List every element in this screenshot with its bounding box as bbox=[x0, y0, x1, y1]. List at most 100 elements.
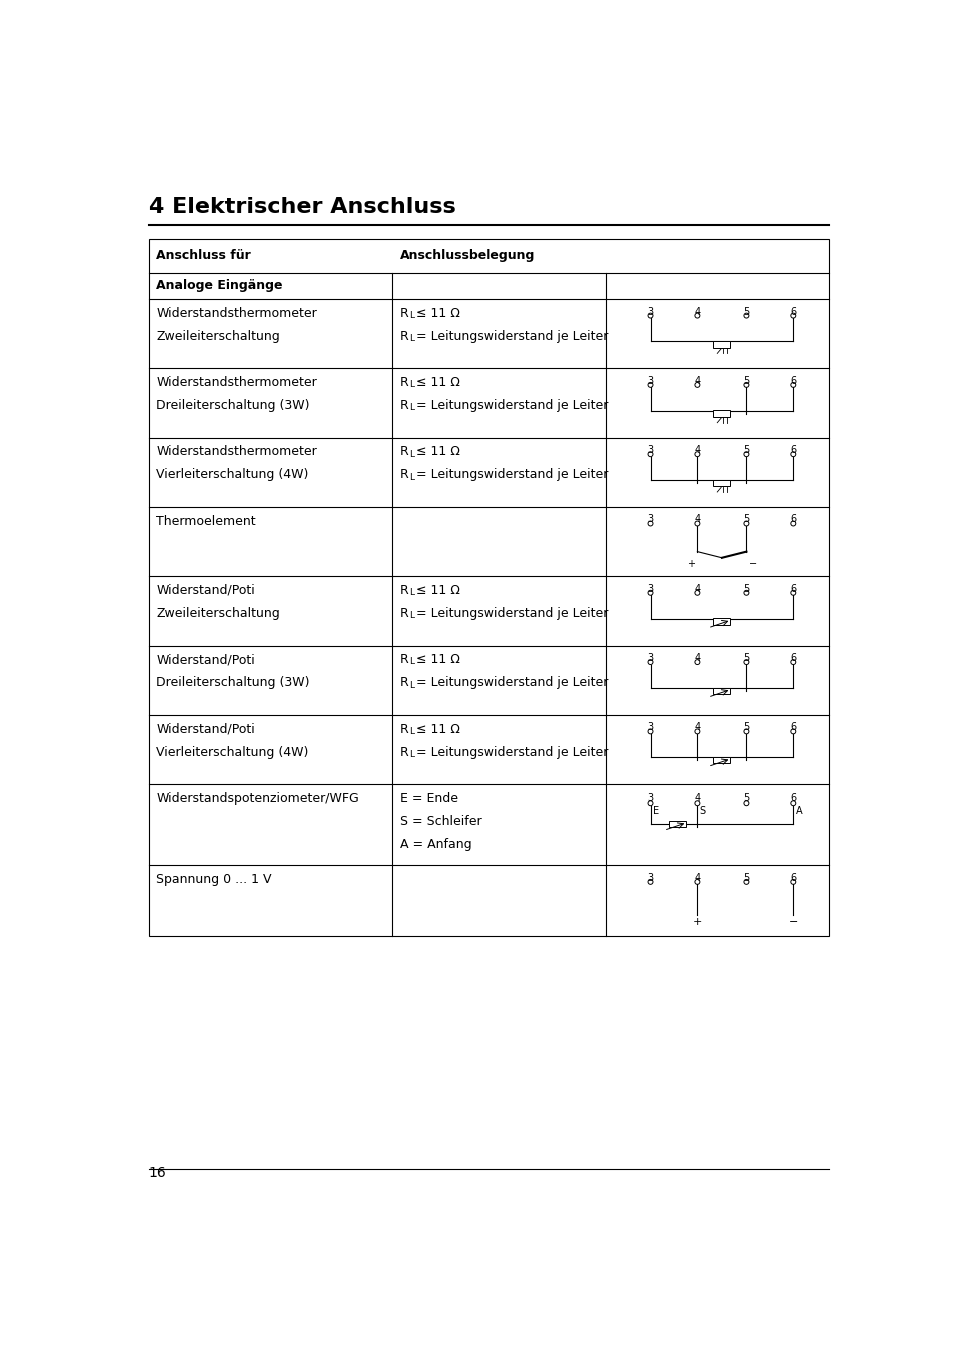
Text: L: L bbox=[408, 333, 414, 343]
Text: R: R bbox=[399, 585, 408, 597]
Text: L: L bbox=[408, 612, 414, 620]
Text: Widerstand/Poti: Widerstand/Poti bbox=[156, 653, 255, 667]
Text: 6: 6 bbox=[789, 722, 796, 732]
Text: R: R bbox=[399, 446, 408, 459]
Text: = Leitungswiderstand je Leiter: = Leitungswiderstand je Leiter bbox=[416, 329, 608, 343]
Bar bbox=[713, 342, 730, 348]
Text: R: R bbox=[399, 329, 408, 343]
Text: 5: 5 bbox=[742, 306, 749, 316]
Text: 6: 6 bbox=[789, 306, 796, 316]
Text: ≤ 11 Ω: ≤ 11 Ω bbox=[416, 377, 460, 389]
Text: 4: 4 bbox=[694, 722, 700, 732]
Text: A: A bbox=[795, 806, 801, 817]
Text: Vierleiterschaltung (4W): Vierleiterschaltung (4W) bbox=[156, 468, 309, 482]
Text: 3: 3 bbox=[647, 872, 653, 883]
Text: R: R bbox=[399, 306, 408, 320]
Text: R: R bbox=[399, 468, 408, 482]
Text: 6: 6 bbox=[789, 653, 796, 663]
Bar bbox=[713, 410, 730, 417]
Text: Thermoelement: Thermoelement bbox=[156, 514, 255, 528]
Text: = Leitungswiderstand je Leiter: = Leitungswiderstand je Leiter bbox=[416, 608, 608, 620]
Text: 6: 6 bbox=[789, 514, 796, 524]
Text: = Leitungswiderstand je Leiter: = Leitungswiderstand je Leiter bbox=[416, 676, 608, 690]
Text: = Leitungswiderstand je Leiter: = Leitungswiderstand je Leiter bbox=[416, 745, 608, 759]
Text: Dreileiterschaltung (3W): Dreileiterschaltung (3W) bbox=[156, 400, 310, 412]
Text: 4 Elektrischer Anschluss: 4 Elektrischer Anschluss bbox=[149, 197, 455, 216]
Text: L: L bbox=[408, 726, 414, 736]
Text: 6: 6 bbox=[789, 872, 796, 883]
Text: A = Anfang: A = Anfang bbox=[399, 838, 471, 850]
Text: L: L bbox=[408, 310, 414, 320]
Text: R: R bbox=[399, 653, 408, 667]
Text: 6: 6 bbox=[789, 583, 796, 594]
Text: −: − bbox=[788, 917, 797, 926]
Text: ≤ 11 Ω: ≤ 11 Ω bbox=[416, 446, 460, 459]
Text: 4: 4 bbox=[694, 583, 700, 594]
Text: 6: 6 bbox=[789, 792, 796, 802]
Text: = Leitungswiderstand je Leiter: = Leitungswiderstand je Leiter bbox=[416, 468, 608, 482]
Bar bbox=[713, 757, 730, 764]
Text: Widerstand/Poti: Widerstand/Poti bbox=[156, 585, 255, 597]
Text: Dreileiterschaltung (3W): Dreileiterschaltung (3W) bbox=[156, 676, 310, 690]
Text: 5: 5 bbox=[742, 375, 749, 386]
Text: 4: 4 bbox=[694, 514, 700, 524]
Text: 4: 4 bbox=[694, 375, 700, 386]
Text: E: E bbox=[652, 806, 659, 817]
Text: 5: 5 bbox=[742, 446, 749, 455]
Text: L: L bbox=[408, 381, 414, 389]
Text: −: − bbox=[748, 559, 756, 568]
Text: L: L bbox=[408, 450, 414, 459]
Text: L: L bbox=[408, 589, 414, 597]
Text: Anschluss für: Anschluss für bbox=[156, 250, 251, 262]
Text: Widerstandsthermometer: Widerstandsthermometer bbox=[156, 306, 316, 320]
Text: 5: 5 bbox=[742, 722, 749, 732]
Text: Vierleiterschaltung (4W): Vierleiterschaltung (4W) bbox=[156, 745, 309, 759]
Text: Widerstandsthermometer: Widerstandsthermometer bbox=[156, 446, 316, 459]
Text: 3: 3 bbox=[647, 792, 653, 802]
Text: Widerstand/Poti: Widerstand/Poti bbox=[156, 722, 255, 736]
Text: S: S bbox=[699, 806, 705, 817]
Text: 4: 4 bbox=[694, 872, 700, 883]
Bar bbox=[713, 618, 730, 625]
Text: Zweileiterschaltung: Zweileiterschaltung bbox=[156, 608, 280, 620]
Text: E = Ende: E = Ende bbox=[399, 792, 457, 805]
Text: 5: 5 bbox=[742, 872, 749, 883]
Text: Zweileiterschaltung: Zweileiterschaltung bbox=[156, 329, 280, 343]
Text: R: R bbox=[399, 722, 408, 736]
Text: 4: 4 bbox=[694, 653, 700, 663]
Text: ≤ 11 Ω: ≤ 11 Ω bbox=[416, 722, 460, 736]
Text: R: R bbox=[399, 745, 408, 759]
Text: 5: 5 bbox=[742, 514, 749, 524]
Text: R: R bbox=[399, 608, 408, 620]
Text: = Leitungswiderstand je Leiter: = Leitungswiderstand je Leiter bbox=[416, 400, 608, 412]
Text: L: L bbox=[408, 657, 414, 667]
Text: Spannung 0 ... 1 V: Spannung 0 ... 1 V bbox=[156, 872, 272, 886]
Text: Widerstandsthermometer: Widerstandsthermometer bbox=[156, 377, 316, 389]
Text: R: R bbox=[399, 400, 408, 412]
Text: R: R bbox=[399, 377, 408, 389]
Text: S = Schleifer: S = Schleifer bbox=[399, 815, 481, 828]
Bar bbox=[669, 821, 685, 828]
Text: 3: 3 bbox=[647, 722, 653, 732]
Text: 3: 3 bbox=[647, 653, 653, 663]
Text: 4: 4 bbox=[694, 792, 700, 802]
Bar bbox=[713, 479, 730, 486]
Text: ≤ 11 Ω: ≤ 11 Ω bbox=[416, 653, 460, 667]
Text: L: L bbox=[408, 680, 414, 690]
Bar bbox=[149, 239, 828, 936]
Text: Widerstandspotenziometer/WFG: Widerstandspotenziometer/WFG bbox=[156, 792, 359, 805]
Text: Analoge Eingänge: Analoge Eingänge bbox=[156, 279, 283, 293]
Text: 3: 3 bbox=[647, 514, 653, 524]
Text: 3: 3 bbox=[647, 375, 653, 386]
Text: 6: 6 bbox=[789, 446, 796, 455]
Text: ≤ 11 Ω: ≤ 11 Ω bbox=[416, 585, 460, 597]
Text: 3: 3 bbox=[647, 306, 653, 316]
Text: L: L bbox=[408, 404, 414, 412]
Text: 5: 5 bbox=[742, 583, 749, 594]
Text: +: + bbox=[692, 917, 701, 926]
Text: ≤ 11 Ω: ≤ 11 Ω bbox=[416, 306, 460, 320]
Text: L: L bbox=[408, 472, 414, 482]
Text: +: + bbox=[686, 559, 695, 568]
Text: Anschlussbelegung: Anschlussbelegung bbox=[399, 250, 535, 262]
Text: 16: 16 bbox=[149, 1166, 166, 1180]
